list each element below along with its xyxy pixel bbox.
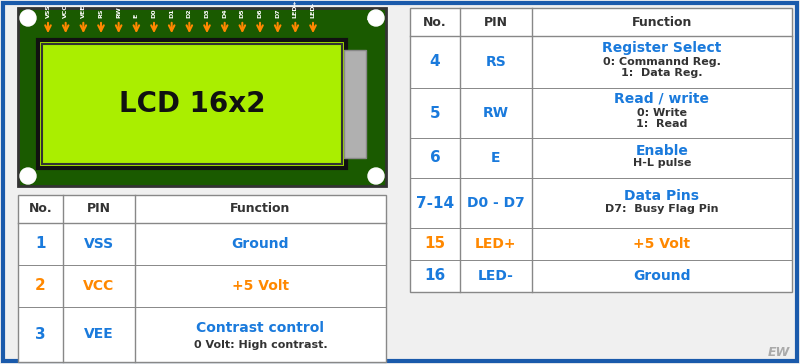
Text: 1: 1 (35, 237, 46, 252)
Text: VSS: VSS (46, 4, 50, 18)
Text: LED+: LED+ (475, 237, 517, 251)
Bar (18, 8, 386, 186)
Text: RS: RS (486, 55, 506, 69)
Text: LED-: LED- (310, 2, 315, 18)
Text: 2: 2 (35, 278, 46, 293)
Text: 16: 16 (424, 269, 446, 284)
Text: +5 Volt: +5 Volt (232, 279, 289, 293)
Bar (18, 195, 386, 362)
Text: Enable: Enable (635, 144, 689, 158)
Text: Data Pins: Data Pins (625, 189, 699, 203)
Circle shape (368, 168, 384, 184)
Text: Contrast control: Contrast control (197, 320, 325, 335)
Text: D0: D0 (151, 8, 157, 18)
Text: Read / write: Read / write (614, 92, 710, 106)
Text: 1:  Data Reg.: 1: Data Reg. (622, 68, 702, 78)
Text: E: E (134, 14, 139, 18)
Bar (42, 44, 342, 164)
Text: Ground: Ground (232, 237, 290, 251)
Text: 0: Commannd Reg.: 0: Commannd Reg. (603, 57, 721, 67)
Text: No.: No. (29, 202, 52, 215)
Text: D5: D5 (240, 8, 245, 18)
Text: D3: D3 (205, 8, 210, 18)
Text: RS: RS (98, 8, 103, 18)
Text: 3: 3 (35, 327, 46, 342)
Text: VSS: VSS (84, 237, 114, 251)
Text: 4: 4 (430, 55, 440, 70)
Text: EW: EW (366, 15, 378, 21)
Text: 7-14: 7-14 (416, 195, 454, 210)
Text: D0 - D7: D0 - D7 (467, 196, 525, 210)
Text: PIN: PIN (87, 202, 111, 215)
Text: D7:  Busy Flag Pin: D7: Busy Flag Pin (606, 203, 718, 214)
Text: D6: D6 (258, 8, 262, 18)
Text: RW: RW (116, 6, 121, 18)
Text: 0: Write: 0: Write (637, 108, 687, 118)
Text: E: E (491, 151, 501, 165)
Circle shape (368, 10, 384, 26)
Circle shape (20, 10, 36, 26)
Text: Ground: Ground (634, 269, 690, 283)
Circle shape (20, 168, 36, 184)
Text: D2: D2 (187, 8, 192, 18)
Text: 0 Volt: High contrast.: 0 Volt: High contrast. (194, 340, 327, 349)
Text: VEE: VEE (81, 5, 86, 18)
Text: VCC: VCC (83, 279, 114, 293)
Text: Function: Function (230, 202, 290, 215)
Text: +5 Volt: +5 Volt (634, 237, 690, 251)
Text: PIN: PIN (484, 16, 508, 28)
Text: EW: EW (768, 345, 790, 359)
Text: 6: 6 (430, 150, 440, 166)
Text: H-L pulse: H-L pulse (633, 158, 691, 169)
Text: LED+: LED+ (293, 0, 298, 18)
Text: D1: D1 (169, 8, 174, 18)
Text: LED-: LED- (478, 269, 514, 283)
Text: VEE: VEE (84, 328, 114, 341)
Text: 15: 15 (425, 237, 446, 252)
Text: D4: D4 (222, 8, 227, 18)
Text: 1:  Read: 1: Read (636, 119, 688, 129)
Text: VCC: VCC (63, 4, 68, 18)
Text: 5: 5 (430, 106, 440, 120)
Text: Function: Function (632, 16, 692, 28)
Bar (410, 8, 792, 292)
Text: LCD 16x2: LCD 16x2 (118, 90, 266, 118)
Text: Register Select: Register Select (602, 41, 722, 55)
Bar (344, 50, 366, 158)
Text: No.: No. (423, 16, 447, 28)
Text: D7: D7 (275, 8, 280, 18)
Bar (38, 40, 346, 168)
Text: RW: RW (483, 106, 509, 120)
